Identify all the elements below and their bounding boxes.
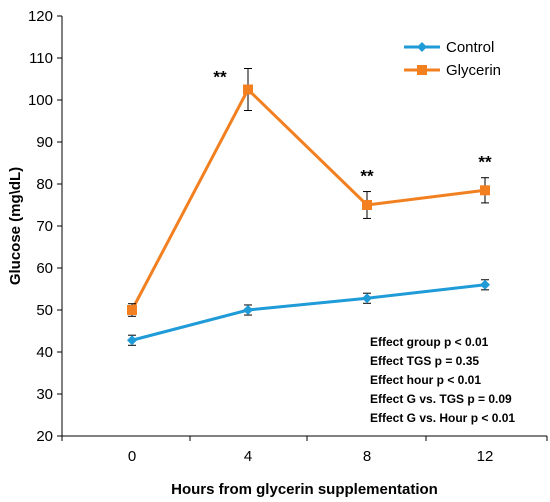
significance-marker: **	[213, 68, 227, 87]
stat-line: Effect group p < 0.01	[370, 335, 489, 349]
stat-line: Effect G vs. Hour p < 0.01	[370, 411, 515, 425]
y-tick-label: 50	[36, 302, 53, 319]
significance-marker: **	[360, 167, 374, 186]
x-tick-label: 0	[128, 448, 136, 465]
data-point-control	[362, 293, 372, 304]
y-tick-label: 40	[36, 344, 53, 361]
legend-marker	[417, 42, 427, 52]
y-tick-label: 20	[36, 428, 53, 445]
data-point-glycerin	[127, 305, 137, 315]
y-tick-label: 110	[29, 50, 53, 67]
data-point-control	[127, 335, 137, 346]
stat-line: Effect hour p < 0.01	[370, 373, 481, 387]
legend-label: Glycerin	[446, 62, 501, 79]
data-point-control	[480, 279, 490, 290]
stat-line: Effect TGS p = 0.35	[370, 354, 479, 368]
significance-marker: **	[478, 153, 492, 172]
x-tick-label: 8	[363, 448, 371, 465]
data-point-control	[243, 305, 253, 315]
y-tick-label: 30	[36, 386, 53, 403]
legend-marker	[417, 65, 427, 75]
legend-label: Control	[446, 39, 494, 56]
stat-line: Effect G vs. TGS p = 0.09	[370, 392, 512, 406]
x-tick-label: 4	[244, 448, 252, 465]
y-tick-label: 120	[28, 8, 53, 25]
y-tick-label: 70	[36, 218, 53, 235]
y-tick-label: 90	[36, 134, 53, 151]
y-axis-title: Glucose (mg\dL)	[7, 167, 24, 285]
x-axis-title: Hours from glycerin supplementation	[171, 481, 438, 498]
data-point-glycerin	[362, 200, 372, 210]
series-line-glycerin	[130, 87, 486, 311]
series-line-control	[131, 283, 486, 342]
data-point-glycerin	[480, 185, 490, 196]
y-tick-label: 60	[36, 260, 53, 277]
data-point-glycerin	[243, 84, 253, 95]
y-tick-label: 100	[28, 92, 53, 109]
y-tick-label: 80	[36, 176, 53, 193]
x-tick-label: 12	[477, 448, 494, 465]
